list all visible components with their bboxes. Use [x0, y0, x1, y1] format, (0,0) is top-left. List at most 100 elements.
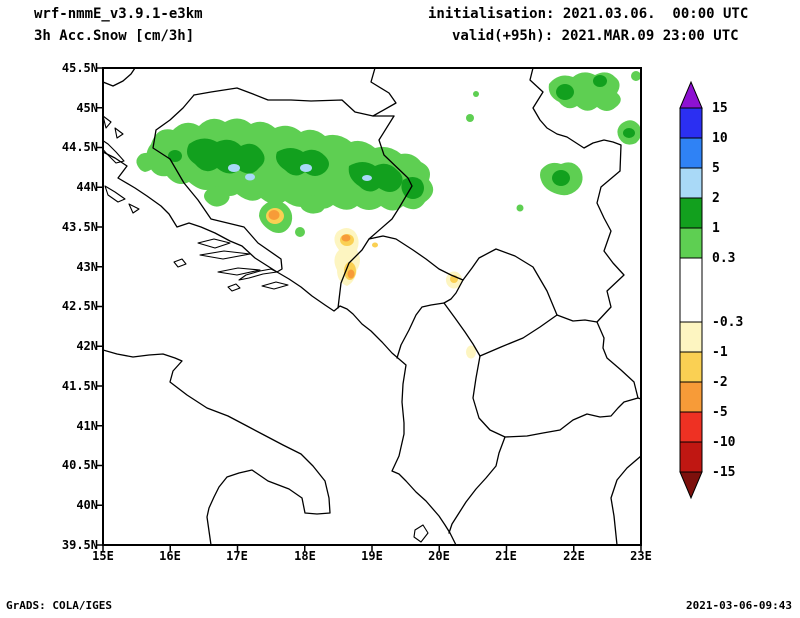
lat-tick-label: 44.5N	[61, 140, 98, 154]
border-path-serbia-macedonia	[556, 314, 598, 323]
snow-patch-dark-green	[401, 177, 424, 199]
lon-tick-label: 20E	[428, 549, 450, 563]
island-path	[103, 140, 125, 164]
melt-patch-orange	[268, 210, 280, 220]
border-path-serbia-romania	[529, 68, 622, 172]
island-path	[217, 267, 261, 276]
border-path-kosovo-serbia	[462, 248, 558, 316]
snow-patch-light-green	[204, 186, 230, 207]
melt-patch-orange	[341, 234, 351, 242]
italy-coastline-path	[103, 349, 331, 545]
product-title: 3h Acc.Snow [cm/3h]	[34, 28, 195, 44]
island-path	[173, 258, 187, 268]
lat-tick-label: 45.5N	[61, 61, 98, 75]
border-path-greece-macedonia	[504, 397, 641, 438]
valid-time: valid(+95h): 2021.MAR.09 23:00 UTC	[452, 28, 739, 44]
snow-patch-dark-green	[552, 170, 570, 186]
lat-tick-label: 40.5N	[61, 458, 98, 472]
snow-patch-dark-green	[168, 150, 182, 162]
lat-tick-label: 41.5N	[61, 379, 98, 393]
lat-tick-label: 39.5N	[61, 538, 98, 552]
border-path-slovenia-croatia	[103, 68, 136, 87]
colorbar-segment	[679, 107, 703, 139]
snow-shading	[136, 71, 641, 359]
snow-patch-light-blue	[228, 164, 240, 172]
lat-tick-label: 40N	[76, 498, 98, 512]
lon-tick-label: 19E	[361, 549, 383, 563]
lat-tick-label: 44N	[76, 180, 98, 194]
border-path-macedonia-bulgaria	[596, 321, 639, 399]
snow-patch-light-green	[295, 227, 305, 237]
island-path	[104, 185, 126, 203]
island-path	[197, 238, 231, 249]
melt-patch-cream	[466, 345, 476, 359]
colorbar-segment	[679, 227, 703, 259]
melt-patch-orange	[347, 269, 355, 279]
snow-patch-dark-green	[593, 75, 607, 87]
snow-patch-dark-green	[623, 128, 635, 138]
border-path-croatia-serbia	[370, 68, 397, 117]
lon-tick-label: 21E	[495, 549, 517, 563]
colorbar-label: -0.3	[712, 315, 743, 330]
colorbar-arrow-bottom	[679, 471, 703, 500]
lat-tick-label: 41N	[76, 419, 98, 433]
snow-patch-light-green	[136, 152, 157, 172]
snow-patch-light-blue	[362, 175, 372, 181]
colorbar-segment	[679, 411, 703, 443]
colorbar-label: -2	[712, 375, 728, 390]
snow-patch-dark-green	[187, 138, 265, 174]
lon-tick-label: 23E	[630, 549, 652, 563]
colorbar-label: 10	[712, 131, 728, 146]
lat-tick-label: 42N	[76, 339, 98, 353]
colorbar-label: 2	[712, 191, 720, 206]
border-path-kosovo-macedonia	[479, 314, 558, 357]
colorbar-label: 5	[712, 161, 720, 176]
lon-tick-label: 22E	[563, 549, 585, 563]
melt-patch-yellow	[372, 242, 378, 248]
colorbar-label: -15	[712, 465, 735, 480]
colorbar-segment	[679, 381, 703, 413]
border-path-bosnia-serbia	[337, 115, 413, 309]
lat-tick-label: 45N	[76, 101, 98, 115]
country-borders	[103, 68, 641, 545]
snow-patch-light-blue	[245, 173, 255, 181]
snow-patch-dark-green	[276, 148, 329, 176]
colorbar-label: -1	[712, 345, 728, 360]
greek-coastline-path	[610, 455, 641, 545]
border-path-croatia-bosnia	[152, 94, 283, 273]
colorbar-segment	[679, 257, 703, 323]
snow-patch-light-blue	[300, 164, 312, 172]
lon-tick-label: 16E	[159, 549, 181, 563]
border-path-montenegro-kosovo	[443, 279, 464, 304]
island-path	[199, 250, 251, 260]
adriatic-coastline-path	[103, 151, 457, 545]
colorbar-label: -5	[712, 405, 728, 420]
border-path-sava	[193, 87, 395, 117]
colorbar-segment	[679, 167, 703, 199]
colorbar-label: 1	[712, 221, 720, 236]
snow-patch-light-green	[473, 91, 479, 97]
peninsula-path	[238, 268, 278, 281]
island-path	[103, 115, 112, 129]
border-path-albania-greece	[448, 436, 506, 534]
colorbar-segment	[679, 351, 703, 383]
map-canvas	[97, 67, 642, 551]
lon-tick-label: 18E	[294, 549, 316, 563]
lon-tick-label: 17E	[226, 549, 248, 563]
border-path-montenegro-albania	[396, 302, 445, 359]
island-path	[261, 281, 289, 290]
model-title: wrf-nmmE_v3.9.1-e3km	[34, 6, 203, 22]
grads-credit: GrADS: COLA/IGES	[6, 599, 112, 612]
init-time: initialisation: 2021.03.06. 00:00 UTC	[428, 6, 749, 22]
border-path-montenegro-serbia	[368, 235, 464, 281]
snow-patch-light-green	[631, 71, 641, 81]
snow-patch-light-green	[516, 204, 524, 212]
colorbar-segment	[679, 441, 703, 473]
colorbar-arrow-top	[679, 80, 703, 109]
lat-tick-label: 43.5N	[61, 220, 98, 234]
colorbar-segment	[679, 197, 703, 229]
colorbar-label: 0.3	[712, 251, 735, 266]
colorbar-label: 15	[712, 101, 728, 116]
island-path-corfu	[413, 524, 429, 543]
